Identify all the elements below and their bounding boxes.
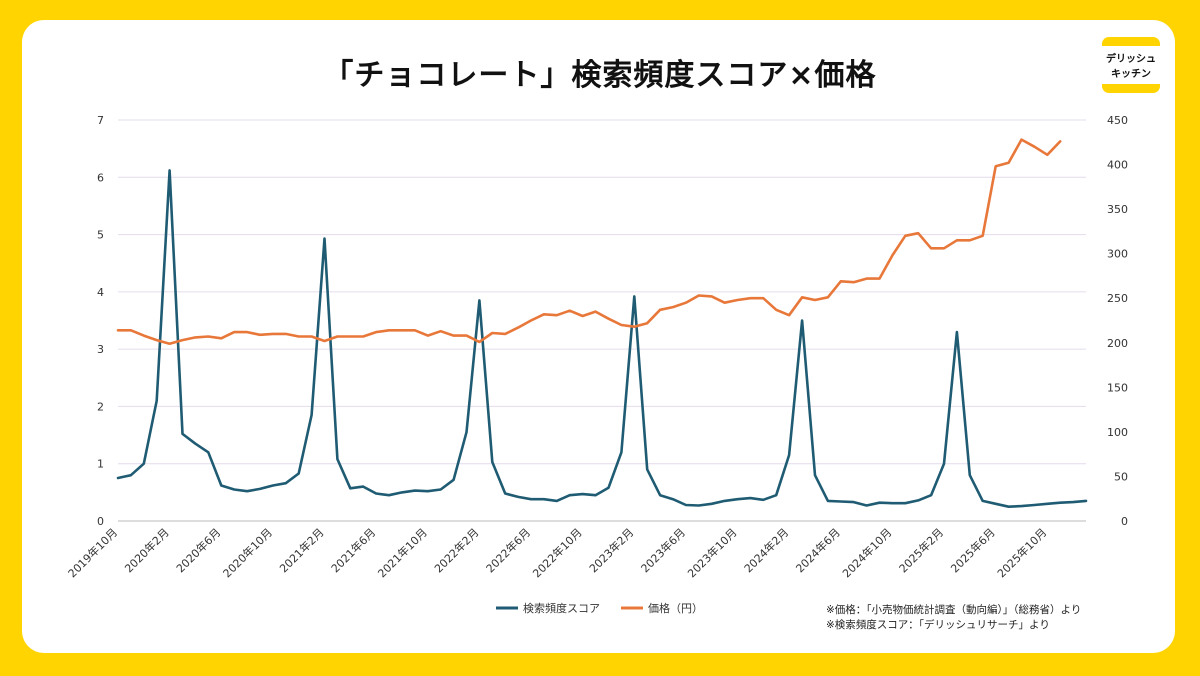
x-tick-label: 2023年2月 <box>586 525 636 575</box>
x-tick-label: 2025年10月 <box>994 525 1049 580</box>
x-tick-label: 2021年6月 <box>328 525 378 575</box>
x-tick-label: 2024年2月 <box>741 525 791 575</box>
chart-title: 「チョコレート」検索頻度スコア×価格 <box>323 58 877 93</box>
y-left-tick-label: 1 <box>97 458 104 471</box>
y-right-tick-label: 0 <box>1121 515 1128 528</box>
y-right-tick-label: 50 <box>1114 470 1128 483</box>
search-score-line <box>116 169 1088 509</box>
y-right-tick-label: 200 <box>1107 337 1128 350</box>
series-lines <box>116 138 1088 509</box>
x-tick-label: 2020年10月 <box>220 525 275 580</box>
y-right-tick-label: 350 <box>1107 203 1128 216</box>
legend-label: 価格（円） <box>648 601 703 615</box>
legend: 検索頻度スコア 価格（円） <box>496 601 703 615</box>
y-axis-left: 0 1 2 3 4 5 6 7 <box>97 114 104 528</box>
x-tick-label: 2022年2月 <box>431 525 481 575</box>
y-left-tick-label: 3 <box>97 343 104 356</box>
x-tick-label: 2020年6月 <box>173 525 223 575</box>
x-tick-label: 2020年2月 <box>122 525 172 575</box>
legend-label: 検索頻度スコア <box>523 601 600 615</box>
y-right-tick-label: 450 <box>1107 114 1128 127</box>
y-left-tick-label: 0 <box>97 515 104 528</box>
x-tick-label: 2024年10月 <box>839 525 894 580</box>
y-right-tick-label: 300 <box>1107 248 1128 261</box>
y-left-tick-label: 2 <box>97 400 104 413</box>
y-left-tick-label: 7 <box>97 114 104 127</box>
x-tick-label: 2022年10月 <box>530 525 585 580</box>
y-left-tick-label: 6 <box>97 171 104 184</box>
x-tick-label: 2023年10月 <box>684 525 739 580</box>
price-line <box>116 138 1062 346</box>
x-tick-label: 2023年6月 <box>638 525 688 575</box>
x-tick-label: 2021年10月 <box>375 525 430 580</box>
x-tick-label: 2025年6月 <box>948 525 998 575</box>
x-tick-label: 2024年6月 <box>793 525 843 575</box>
logo-line1: デリッシュ <box>1106 54 1156 65</box>
y-axis-right: 0 50 100 150 200 250 300 350 400 450 <box>1107 114 1128 528</box>
grid-lines <box>118 119 1086 522</box>
y-right-tick-label: 150 <box>1107 381 1128 394</box>
x-tick-label: 2022年6月 <box>483 525 533 575</box>
logo-line2: キッチン <box>1111 69 1151 80</box>
x-tick-label: 2019年10月 <box>65 525 120 580</box>
y-right-tick-label: 400 <box>1107 159 1128 172</box>
source-note-search: ※検索頻度スコア：「デリッシュリサーチ」より <box>826 619 1050 631</box>
y-left-tick-label: 5 <box>97 229 104 242</box>
y-left-tick-label: 4 <box>97 286 104 299</box>
x-tick-label: 2025年2月 <box>896 525 946 575</box>
x-tick-label: 2021年2月 <box>276 525 326 575</box>
brand-logo: デリッシュ キッチン <box>1102 37 1160 93</box>
y-right-tick-label: 250 <box>1107 292 1128 305</box>
y-right-tick-label: 100 <box>1107 426 1128 439</box>
source-note-price: ※価格：「小売物価統計調査（動向編）」（総務省）より <box>826 604 1082 616</box>
